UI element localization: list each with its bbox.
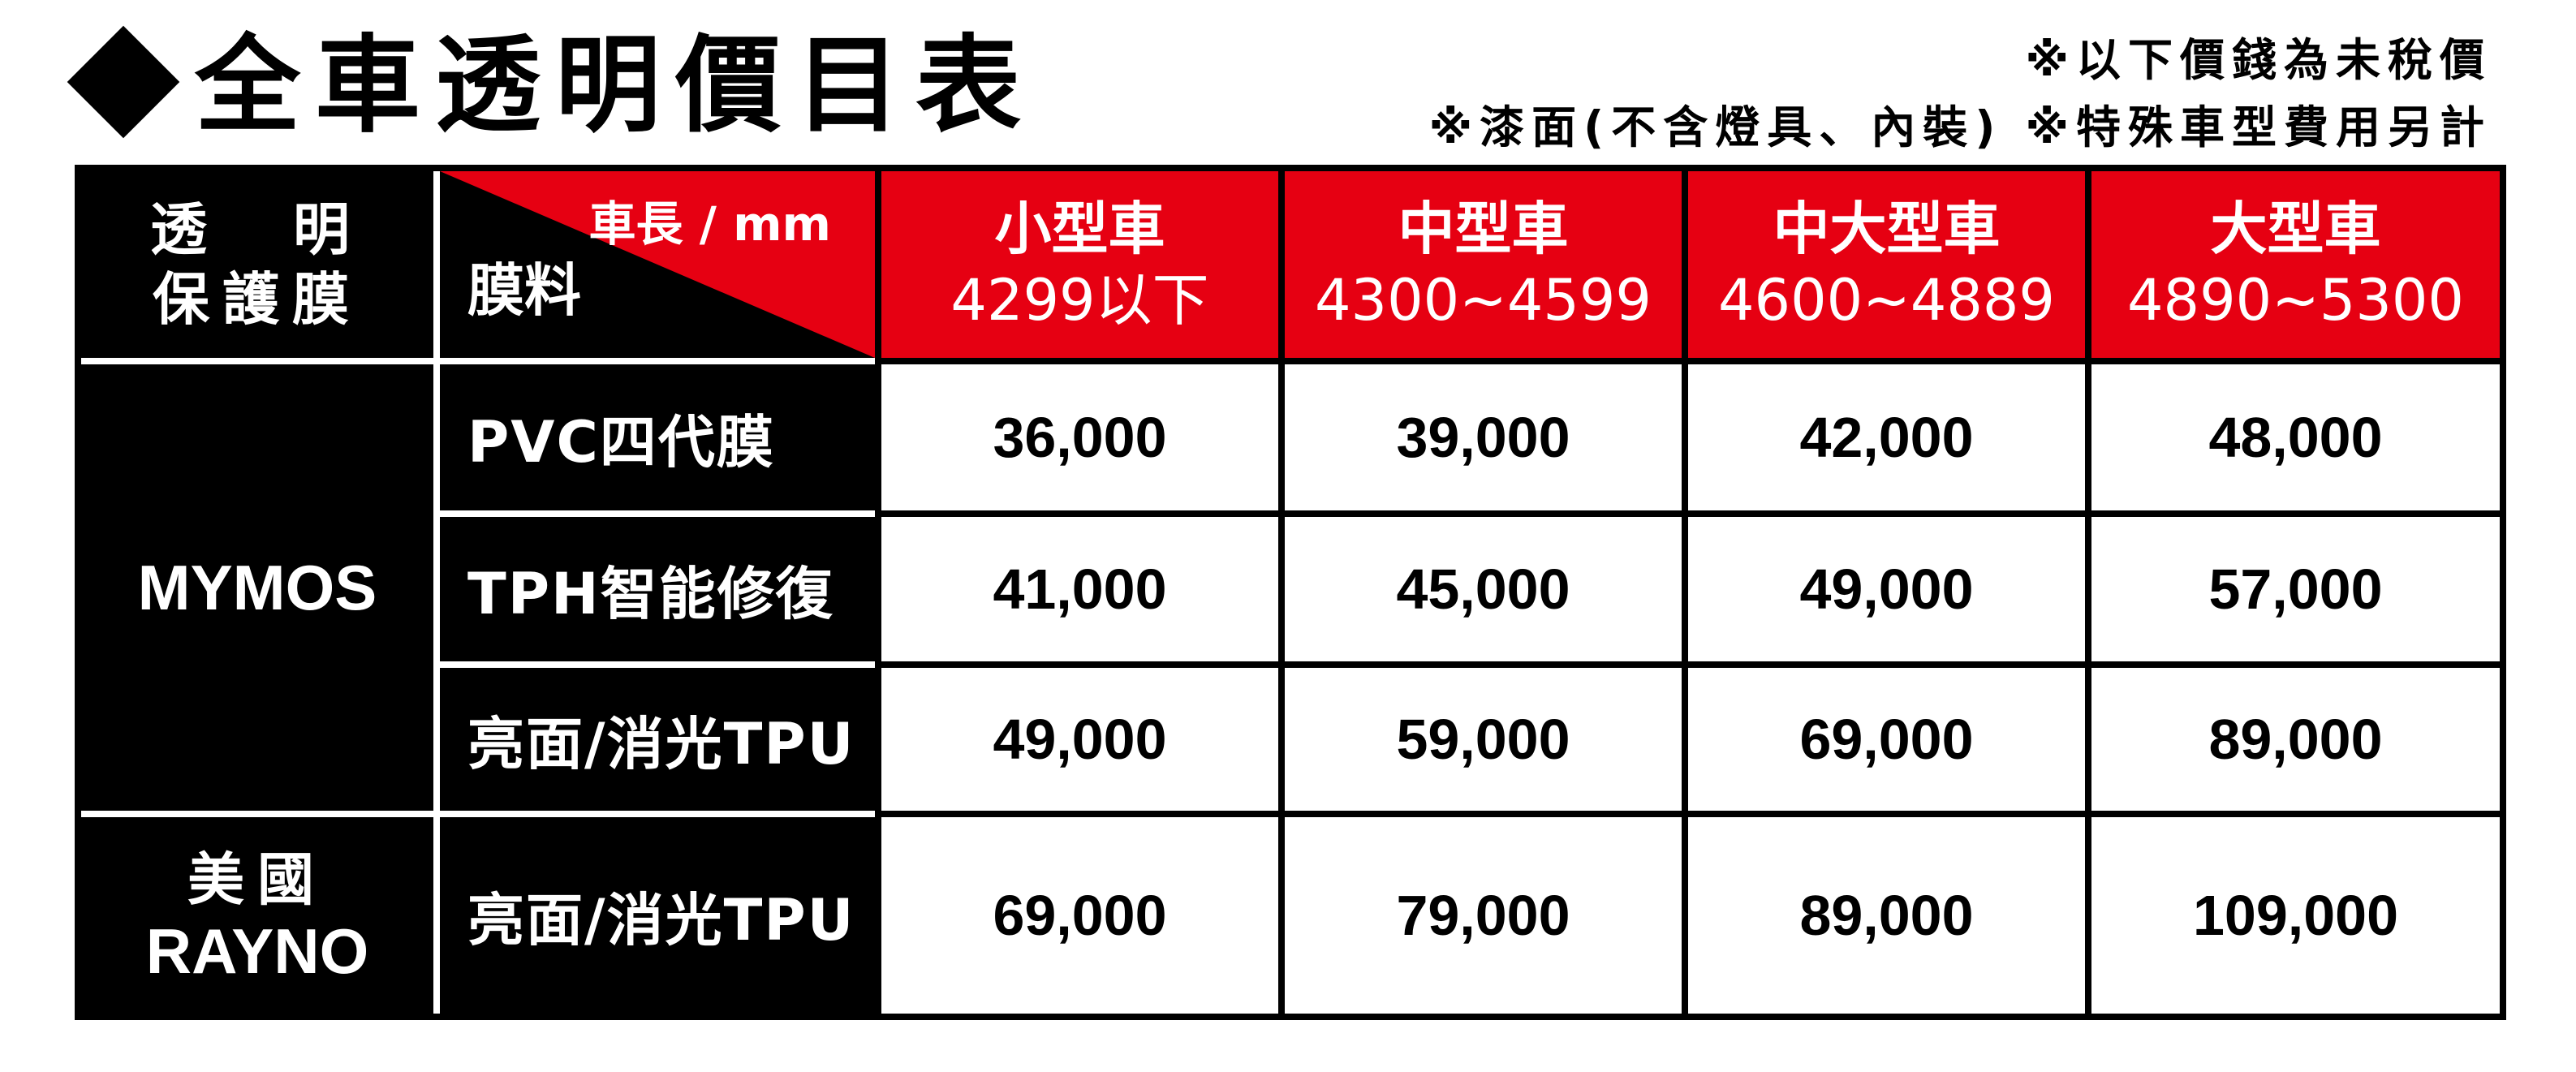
diagonal-split <box>440 171 875 358</box>
film-material-label: 膜料 <box>467 257 581 324</box>
price-cell: 39,000 <box>1285 364 1682 510</box>
brand-header-line: 透 明 <box>150 196 364 263</box>
size-name: 大型車 <box>2210 196 2381 262</box>
brand-cell-mymos: MYMOS <box>81 364 433 811</box>
size-range: 4299以下 <box>950 267 1209 334</box>
size-range: 4890~5300 <box>2127 267 2464 334</box>
price-cell: 79,000 <box>1285 817 1682 1014</box>
brand-column-header: 透 明 保護膜 <box>81 171 433 358</box>
size-name: 中型車 <box>1398 196 1569 262</box>
price-cell: 49,000 <box>881 668 1278 811</box>
brand-origin: 美國 <box>187 848 327 911</box>
page-title: 全車透明價目表 <box>195 24 1036 147</box>
price-table: 透 明 保護膜 車長 / mm 膜料 小型車 4299以下 中型車 4300~4… <box>75 165 2506 1020</box>
size-header-large: 大型車 4890~5300 <box>2091 171 2500 358</box>
size-header-medium: 中型車 4300~4599 <box>1285 171 1682 358</box>
length-unit-label: 車長 / mm <box>588 196 831 252</box>
size-range: 4300~4599 <box>1315 267 1652 334</box>
price-cell: 48,000 <box>2091 364 2500 510</box>
price-cell: 109,000 <box>2091 817 2500 1014</box>
film-cell: 亮面/消光TPU <box>440 668 875 811</box>
price-cell: 59,000 <box>1285 668 1682 811</box>
price-cell: 69,000 <box>1688 668 2085 811</box>
price-cell: 57,000 <box>2091 517 2500 661</box>
coverage-note: ※漆面(不含燈具、內裝) ※特殊車型費用另計 <box>1428 101 2492 153</box>
price-cell: 89,000 <box>2091 668 2500 811</box>
tax-note: ※以下價錢為未稅價 <box>2025 34 2492 86</box>
price-cell: 45,000 <box>1285 517 1682 661</box>
price-cell: 41,000 <box>881 517 1278 661</box>
divider <box>433 171 440 1014</box>
brand-name: RAYNO <box>145 915 369 987</box>
divider <box>81 811 875 817</box>
divider <box>440 661 875 668</box>
price-cell: 42,000 <box>1688 364 2085 510</box>
corner-diagonal-header: 車長 / mm 膜料 <box>440 171 875 358</box>
film-cell: TPH智能修復 <box>440 517 875 661</box>
size-name: 中大型車 <box>1773 196 2001 262</box>
divider <box>81 358 875 364</box>
size-range: 4600~4889 <box>1718 267 2055 334</box>
price-cell: 69,000 <box>881 817 1278 1014</box>
diamond-bullet-icon <box>67 25 180 139</box>
size-header-small: 小型車 4299以下 <box>881 171 1278 358</box>
price-cell: 89,000 <box>1688 817 2085 1014</box>
size-header-medium-large: 中大型車 4600~4889 <box>1688 171 2085 358</box>
price-cell: 36,000 <box>881 364 1278 510</box>
brand-cell-rayno: 美國 RAYNO <box>81 817 433 1014</box>
film-cell: PVC四代膜 <box>440 364 875 510</box>
brand-header-line: 保護膜 <box>153 266 362 333</box>
film-cell: 亮面/消光TPU <box>440 817 875 1014</box>
price-cell: 49,000 <box>1688 517 2085 661</box>
size-name: 小型車 <box>994 196 1165 262</box>
divider <box>440 510 875 517</box>
brand-name: MYMOS <box>137 552 377 623</box>
